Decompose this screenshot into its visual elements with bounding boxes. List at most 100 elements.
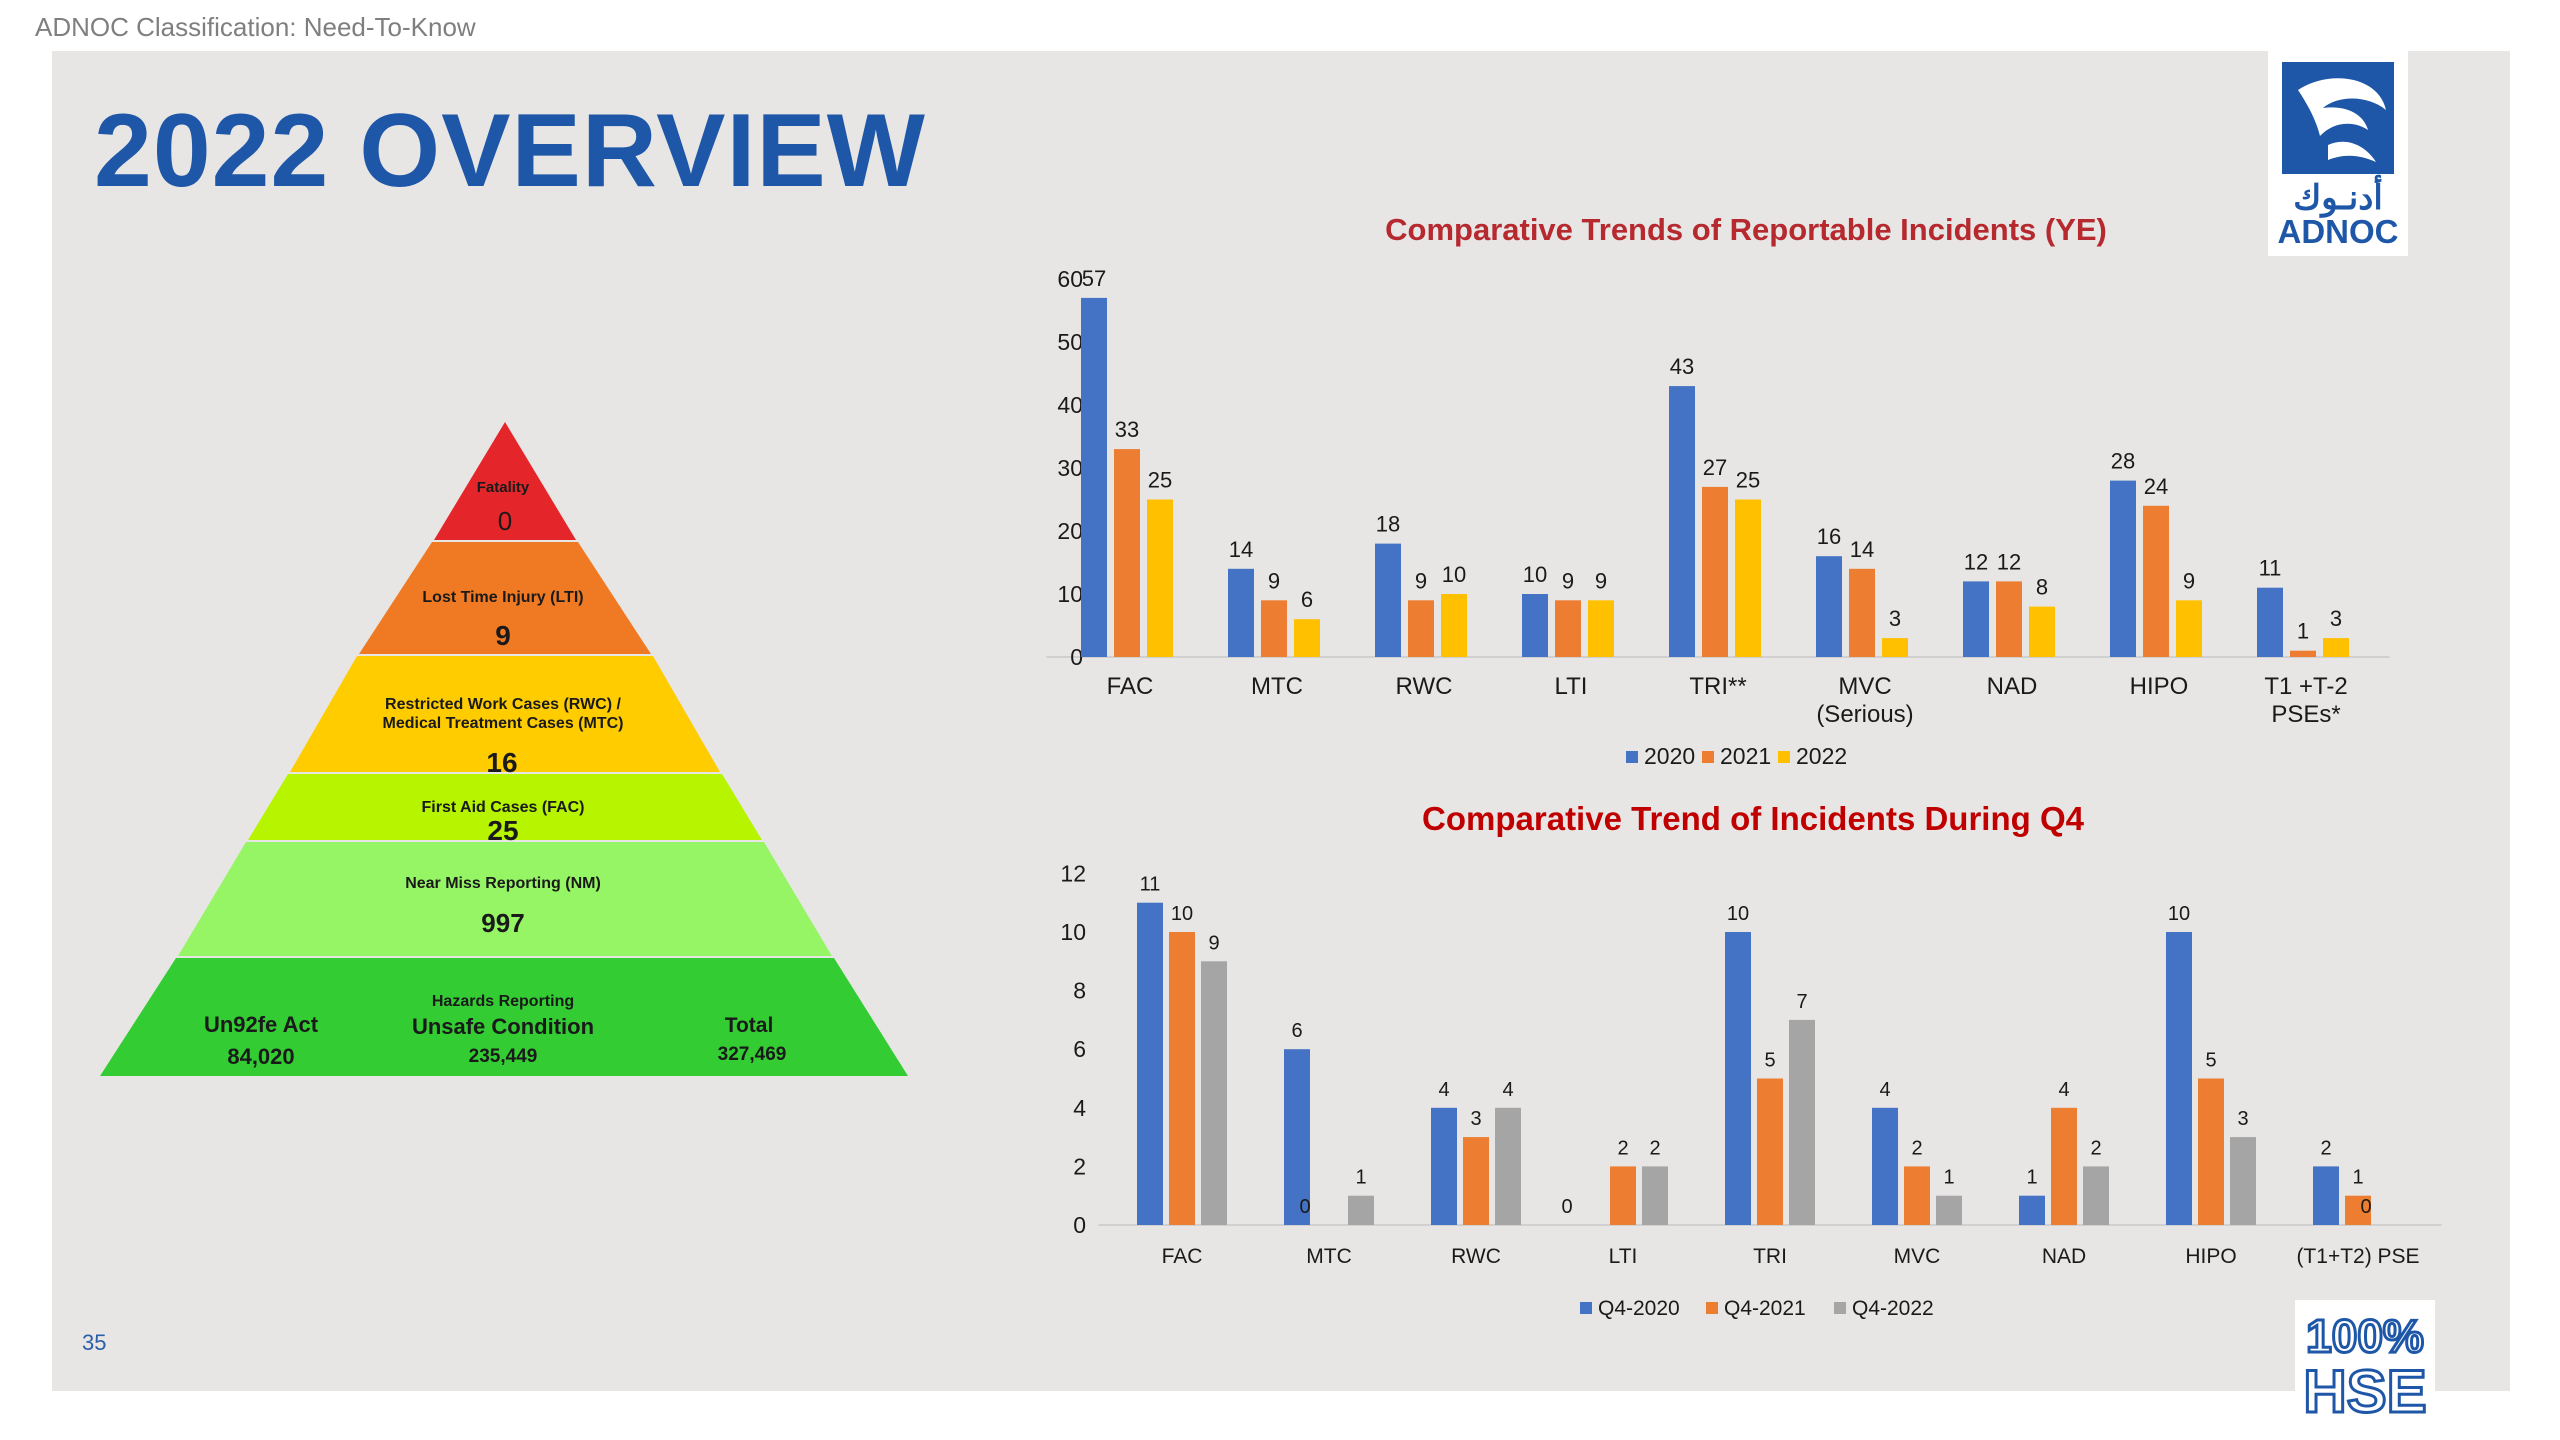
q4-bar (1201, 961, 1227, 1225)
ye-bar (1147, 499, 1173, 657)
q4-data-label: 1 (2352, 1167, 2363, 1189)
q4-legend-swatch (1834, 1302, 1846, 1314)
ye-data-label: 6 (1301, 587, 1313, 612)
q4-bar (1463, 1137, 1489, 1225)
ye-bar (1114, 449, 1140, 657)
ye-data-label: 9 (1562, 568, 1574, 593)
ye-bar (1408, 600, 1434, 657)
ye-bar (1669, 386, 1695, 657)
q4-x-tick-label: NAD (2042, 1245, 2086, 1268)
fatality-label: Fatality (477, 479, 530, 496)
q4-bar (1348, 1195, 1374, 1225)
lti-value: 9 (495, 620, 511, 651)
ye-x-tick-label: (Serious) (1816, 701, 1913, 728)
ye-bar (1228, 568, 1254, 657)
q4-bar (1757, 1078, 1783, 1225)
ye-data-label: 14 (1229, 537, 1253, 562)
q4-legend-swatch (1706, 1302, 1718, 1314)
q4-legend-swatch (1580, 1302, 1592, 1314)
ye-data-label: 9 (1415, 568, 1427, 593)
q4-data-label: 1 (1355, 1167, 1366, 1189)
q4-data-label: 9 (1208, 932, 1219, 954)
ye-x-tick-label: RWC (1396, 673, 1453, 700)
q4-data-label: 2 (1649, 1137, 1660, 1159)
q4-bar (1936, 1195, 1962, 1225)
ye-data-label: 25 (1736, 468, 1760, 493)
ye-legend-label: 2020 (1644, 743, 1695, 769)
q4-x-tick-label: LTI (1609, 1245, 1638, 1268)
q4-bar (1725, 932, 1751, 1225)
page-number: 35 (82, 1330, 107, 1355)
fatality-value: 0 (498, 506, 512, 536)
ye-bar (2176, 600, 2202, 657)
q4-bar (1169, 932, 1195, 1225)
q4-data-label: 10 (1171, 903, 1193, 925)
ye-bar (2290, 650, 2316, 657)
q4-data-label: 6 (1291, 1020, 1302, 1042)
q4-data-label: 4 (1879, 1079, 1890, 1101)
ye-bar (1261, 600, 1287, 657)
q4-data-label: 4 (2058, 1079, 2069, 1101)
ye-bar (1441, 594, 1467, 657)
ye-bar (1522, 594, 1548, 657)
ye-y-tick-label: 10 (1057, 581, 1083, 607)
incident-pyramid: Fatality 0 Lost Time Injury (LTI) 9 Rest… (100, 422, 908, 1076)
q4-data-label: 11 (1140, 874, 1161, 896)
q4-bar (2083, 1166, 2109, 1225)
ye-legend-swatch (1626, 751, 1638, 763)
q4-bar (2019, 1195, 2045, 1225)
ye-x-tick-label: LTI (1555, 673, 1588, 700)
hse-line2: HSE (2303, 1358, 2426, 1425)
ye-data-label: 11 (2259, 556, 2282, 581)
q4-y-tick-label: 8 (1073, 978, 1086, 1004)
adnoc-logo: أدنـوك ADNOC (2268, 50, 2408, 256)
ye-bar (2029, 606, 2055, 657)
ye-legend-swatch (1702, 751, 1714, 763)
ye-legend-swatch (1778, 751, 1790, 763)
ye-data-label: 57 (1082, 266, 1106, 291)
ye-data-label: 9 (1268, 568, 1280, 593)
q4-bar (1284, 1049, 1310, 1225)
q4-data-label: 3 (1470, 1108, 1481, 1130)
ye-x-tick-label: TRI** (1689, 673, 1746, 700)
logo-text: ADNOC (2277, 213, 2399, 250)
ye-y-tick-label: 40 (1057, 392, 1083, 418)
ye-bar (1294, 619, 1320, 657)
classification-label: ADNOC Classification: Need-To-Know (35, 12, 476, 42)
q4-x-tick-label: HIPO (2185, 1245, 2236, 1268)
q4-data-label: 3 (2237, 1108, 2248, 1130)
ye-data-label: 12 (1964, 549, 1988, 574)
rwc-label: Restricted Work Cases (RWC) / (385, 696, 621, 713)
ye-bar (1588, 600, 1614, 657)
pyramid-lti-layer (359, 542, 651, 654)
ye-bar (1555, 600, 1581, 657)
pyramid-fac-layer (248, 774, 762, 840)
ye-data-label: 16 (1817, 524, 1841, 549)
total-label: Total (725, 1014, 774, 1037)
unsafe-condition-label: Unsafe Condition (412, 1014, 594, 1039)
q4-y-tick-label: 10 (1060, 919, 1086, 945)
page-title: 2022 OVERVIEW (94, 93, 926, 209)
nm-value: 997 (481, 908, 524, 938)
ye-bar (1963, 581, 1989, 657)
ye-x-tick-label: PSEs* (2271, 701, 2340, 728)
q4-y-tick-label: 12 (1060, 860, 1086, 886)
q4-data-label: 1 (2026, 1167, 2037, 1189)
ye-data-label: 12 (1997, 549, 2021, 574)
q4-data-label: 0 (1561, 1196, 1572, 1218)
q4-data-label: 2 (2320, 1137, 2331, 1159)
ye-data-label: 8 (2036, 575, 2048, 600)
ye-data-label: 10 (1523, 562, 1547, 587)
q4-x-tick-label: FAC (1162, 1245, 1203, 1268)
q4-x-tick-label: MVC (1894, 1245, 1941, 1268)
nm-label: Near Miss Reporting (NM) (405, 875, 601, 892)
q4-bar (2166, 932, 2192, 1225)
pyramid-rwc-mtc-layer (290, 656, 720, 772)
logo-arabic-text: أدنـوك (2293, 179, 2383, 217)
ye-bar (2110, 480, 2136, 657)
q4-x-tick-label: MTC (1306, 1245, 1352, 1268)
ye-bar (2143, 505, 2169, 657)
fac-value: 25 (487, 815, 518, 846)
ye-legend-label: 2022 (1796, 743, 1847, 769)
pyramid-fatality-layer (434, 422, 576, 540)
